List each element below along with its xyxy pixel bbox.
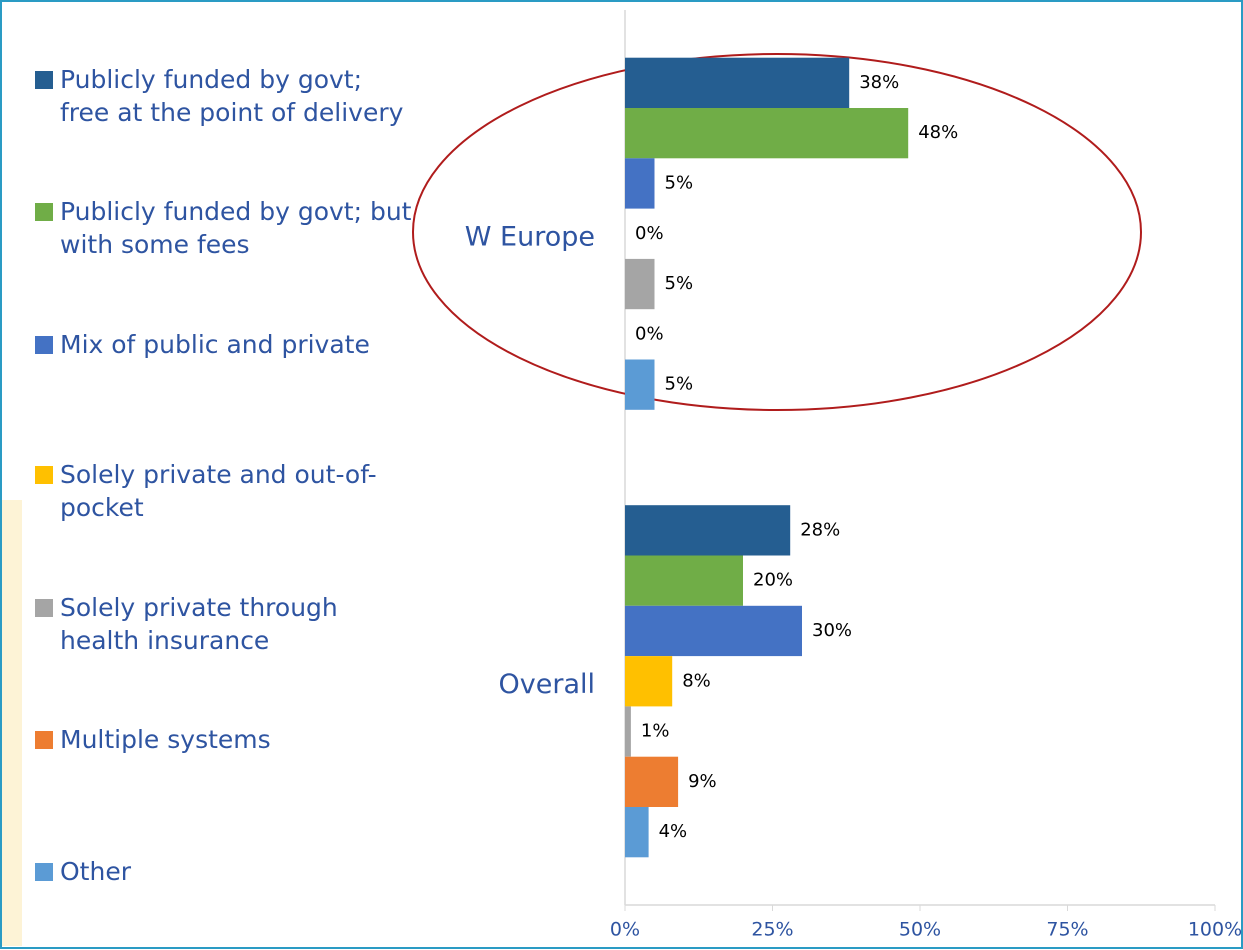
- legend-entry: Other: [35, 855, 415, 888]
- legend-entry: Publicly funded by govt; free at the poi…: [35, 63, 415, 129]
- bar: [625, 258, 655, 310]
- legend-swatch: [35, 466, 53, 484]
- bar: [625, 807, 649, 858]
- value-label: 20%: [753, 570, 793, 591]
- value-label: 0%: [635, 223, 664, 244]
- bar: [625, 555, 743, 606]
- bar: [625, 706, 631, 757]
- value-label: 5%: [665, 172, 694, 193]
- legend-label: Mix of public and private: [60, 330, 370, 359]
- value-label: 0%: [635, 323, 664, 344]
- legend-label: Publicly funded by govt; but with some f…: [60, 197, 412, 259]
- value-label: 28%: [800, 519, 840, 540]
- legend-swatch: [35, 336, 53, 354]
- value-label: 8%: [682, 670, 711, 691]
- value-label: 4%: [659, 821, 688, 842]
- bar: [625, 57, 850, 108]
- bar: [625, 656, 673, 707]
- legend-label: Solely private and out-of-pocket: [60, 460, 377, 522]
- legend-label: Multiple systems: [60, 725, 271, 754]
- legend-entry: Multiple systems: [35, 723, 415, 756]
- value-label: 1%: [641, 721, 670, 742]
- legend-entry: Mix of public and private: [35, 328, 415, 361]
- side-strip: [2, 500, 22, 946]
- legend-label: Solely private through health insurance: [60, 593, 338, 655]
- value-label: 30%: [812, 620, 852, 641]
- category-label: Overall: [499, 669, 596, 700]
- x-tick-label: 75%: [1046, 919, 1088, 941]
- value-label: 5%: [665, 374, 694, 395]
- bar: [625, 505, 791, 556]
- x-tick-label: 0%: [610, 919, 640, 941]
- x-tick-label: 25%: [751, 919, 793, 941]
- legend-swatch: [35, 203, 53, 221]
- legend-swatch: [35, 599, 53, 617]
- bar: [625, 359, 655, 410]
- legend-entry: Solely private through health insurance: [35, 591, 415, 657]
- value-label: 9%: [688, 771, 717, 792]
- bar: [625, 756, 679, 807]
- legend-label: Other: [60, 857, 131, 886]
- legend-entry: Solely private and out-of-pocket: [35, 458, 415, 524]
- x-tick-label: 100%: [1188, 919, 1242, 941]
- value-label: 38%: [859, 72, 899, 93]
- value-label: 48%: [918, 122, 958, 143]
- legend-swatch: [35, 863, 53, 881]
- bar: [625, 158, 655, 209]
- category-label: W Europe: [465, 221, 595, 252]
- bar: [625, 108, 909, 159]
- legend-swatch: [35, 731, 53, 749]
- legend-entry: Publicly funded by govt; but with some f…: [35, 195, 415, 261]
- x-tick-label: 50%: [899, 919, 941, 941]
- legend-swatch: [35, 71, 53, 89]
- highlight-ellipse: [412, 53, 1142, 411]
- value-label: 5%: [665, 273, 694, 294]
- legend-label: Publicly funded by govt; free at the poi…: [60, 65, 404, 127]
- bar: [625, 605, 802, 657]
